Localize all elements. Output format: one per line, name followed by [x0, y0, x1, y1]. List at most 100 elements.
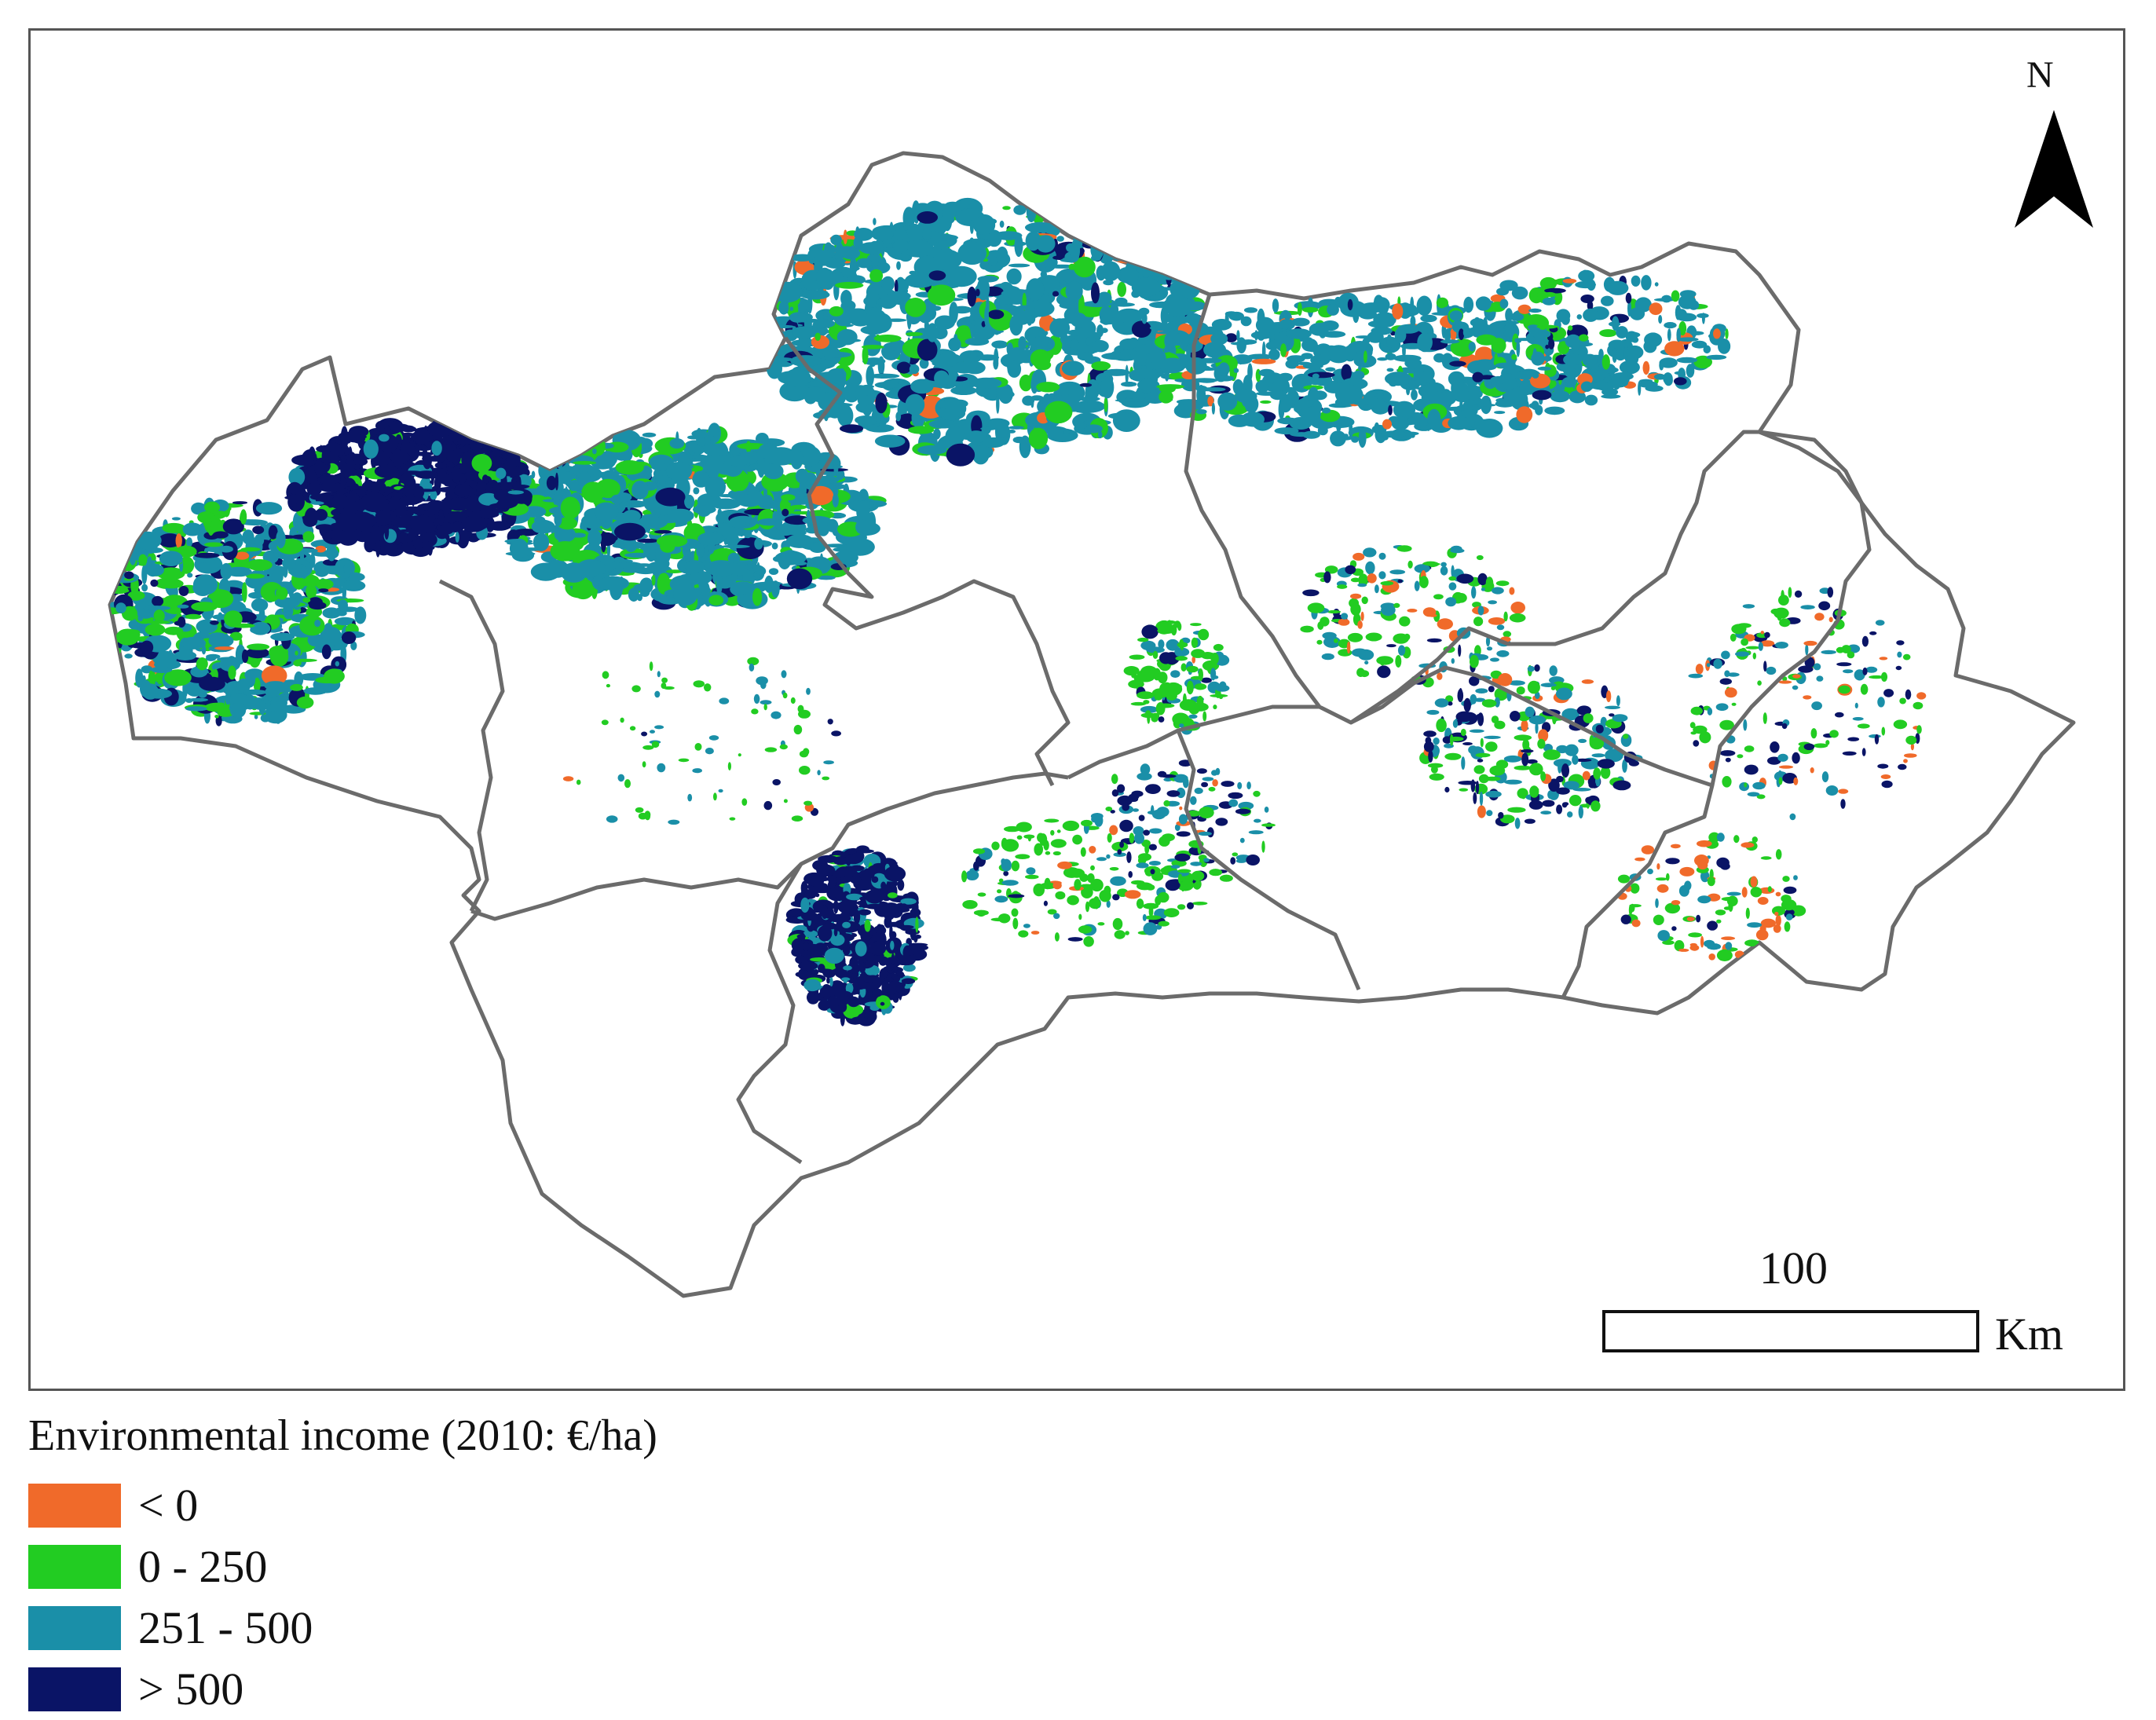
income-patch	[1115, 398, 1145, 402]
income-patch	[1140, 712, 1157, 718]
income-patch	[840, 424, 864, 434]
income-patch	[1451, 658, 1455, 664]
income-patch	[866, 423, 895, 433]
income-patch	[1814, 613, 1825, 621]
income-patch	[150, 579, 159, 587]
income-patch	[1179, 723, 1184, 728]
income-patch	[631, 481, 649, 500]
income-patch	[1556, 787, 1570, 795]
income-patch	[550, 541, 580, 562]
income-patch	[1100, 328, 1108, 334]
income-patch	[1742, 604, 1755, 609]
income-patch	[340, 467, 357, 475]
income-patch	[1847, 737, 1860, 741]
income-patch	[1641, 275, 1652, 291]
income-patch	[1752, 781, 1766, 790]
income-patch	[115, 628, 140, 646]
income-patch	[1101, 261, 1121, 281]
income-patch	[548, 452, 562, 466]
income-patch	[1462, 328, 1467, 336]
income-patch	[951, 361, 977, 374]
income-patch	[1744, 764, 1759, 775]
income-patch	[314, 620, 321, 628]
income-patch	[1399, 616, 1411, 627]
income-patch	[1050, 839, 1067, 848]
income-patch	[997, 889, 1002, 894]
income-patch	[241, 649, 249, 664]
income-patch	[1455, 406, 1462, 412]
income-patch	[561, 562, 588, 583]
income-patch	[646, 562, 668, 574]
income-patch	[1043, 840, 1049, 851]
income-patch	[624, 552, 653, 558]
income-patch	[843, 965, 852, 971]
income-patch	[1030, 375, 1038, 394]
income-patch	[296, 696, 314, 709]
income-patch	[1009, 314, 1023, 336]
income-patch	[829, 306, 844, 317]
income-patch	[299, 615, 325, 636]
income-patch	[1385, 371, 1412, 386]
income-patch	[1861, 635, 1869, 647]
income-patch	[1763, 661, 1767, 672]
income-patch	[1307, 602, 1325, 613]
income-patch	[890, 940, 895, 950]
income-patch	[1818, 601, 1831, 611]
income-patch	[1686, 364, 1695, 378]
income-patch	[1737, 754, 1744, 759]
income-patch	[882, 902, 901, 915]
income-patch	[1468, 745, 1478, 755]
income-patch	[509, 538, 529, 558]
income-patch	[1450, 734, 1454, 746]
income-patch	[1470, 318, 1485, 328]
income-patch	[1760, 918, 1776, 928]
income-patch	[969, 219, 974, 234]
income-patch	[1601, 373, 1610, 379]
income-patch	[191, 602, 218, 612]
income-patch	[627, 498, 631, 511]
income-patch	[829, 997, 844, 1006]
income-patch	[415, 538, 423, 553]
income-patch	[1360, 670, 1370, 678]
income-patch	[802, 942, 811, 951]
income-patch	[1365, 632, 1382, 642]
income-patch	[972, 310, 979, 322]
income-patch	[1521, 749, 1534, 753]
income-patch	[260, 713, 270, 723]
income-patch	[1070, 313, 1087, 328]
income-patch	[258, 700, 266, 715]
income-patch	[1219, 681, 1227, 690]
income-patch	[1194, 683, 1207, 690]
income-patch	[1563, 353, 1583, 366]
income-patch	[1104, 397, 1108, 412]
income-patch	[1110, 228, 1136, 240]
income-patch	[554, 513, 562, 527]
income-patch	[872, 988, 883, 997]
income-patch	[881, 342, 901, 360]
income-patch	[1595, 724, 1604, 734]
income-patch	[1049, 215, 1059, 220]
income-patch	[1488, 686, 1495, 693]
income-patch	[991, 841, 1000, 851]
income-patch	[994, 231, 1023, 240]
income-patch	[1211, 319, 1232, 331]
income-patch	[1781, 590, 1784, 602]
income-patch	[1869, 675, 1884, 679]
income-patch	[950, 386, 977, 395]
income-patch	[1078, 396, 1100, 401]
income-patch	[789, 312, 807, 323]
income-patch	[276, 529, 286, 549]
income-patch	[232, 501, 248, 505]
income-patch	[1006, 268, 1022, 285]
income-patch	[482, 476, 490, 484]
income-patch	[705, 476, 726, 498]
income-patch	[291, 493, 298, 507]
income-patch	[1099, 889, 1111, 902]
income-patch	[1433, 353, 1445, 363]
income-patch	[270, 696, 290, 702]
income-patch	[1131, 277, 1160, 298]
income-patch	[1542, 297, 1556, 306]
income-patch	[1019, 374, 1033, 392]
income-patch	[905, 393, 925, 415]
income-patch	[1107, 234, 1114, 247]
